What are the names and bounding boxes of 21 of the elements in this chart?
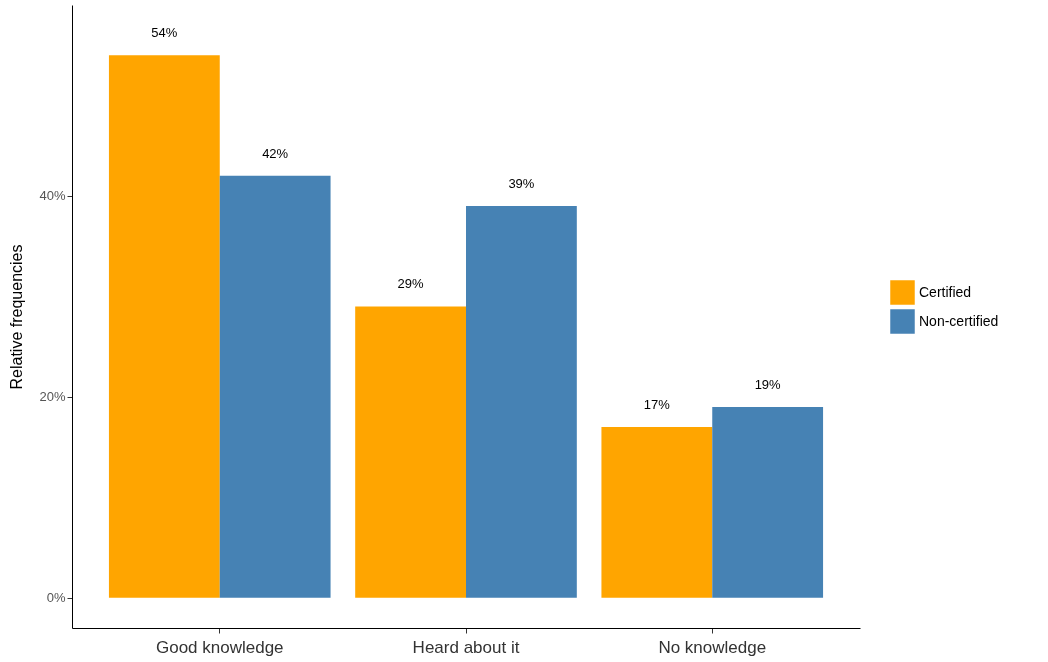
x-tick-label: Good knowledge [155,637,284,657]
legend-label: Non-certified [919,312,999,329]
y-axis-title: Relative frequencies [8,244,26,390]
bar [601,427,713,598]
bar [108,55,220,598]
bar [466,205,577,598]
x-tick-label: No knowledge [658,637,767,657]
data-label: 17% [643,397,671,413]
y-tick-label: 20% [39,389,66,405]
y-tick-label: 40% [39,188,66,204]
data-label: 39% [508,175,535,191]
legend-label: Certified [919,283,972,300]
bar [355,306,466,598]
data-label: 19% [754,376,782,392]
bar [219,175,331,598]
data-label: 29% [397,276,425,292]
data-label: 54% [151,25,178,41]
y-tick-label: 0% [46,590,66,606]
bar [712,406,824,598]
x-tick-label: Heard about it [412,637,520,657]
data-label: 42% [262,145,289,161]
